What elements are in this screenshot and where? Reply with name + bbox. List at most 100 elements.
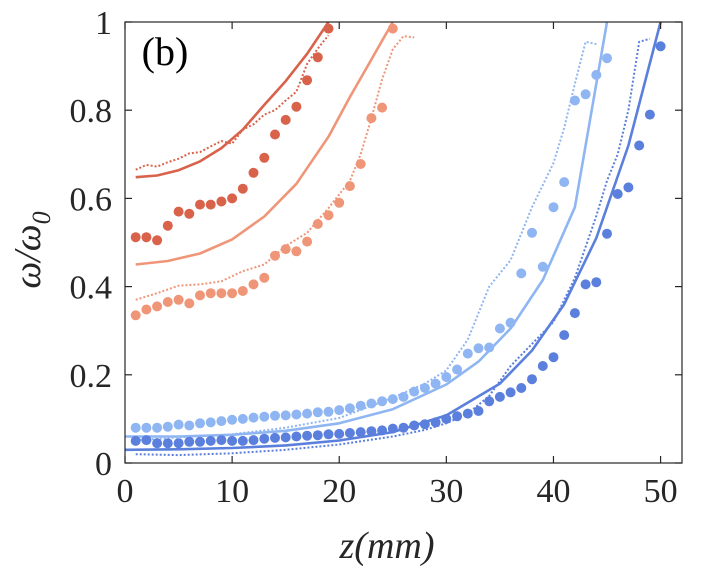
data-point xyxy=(505,317,516,328)
data-point xyxy=(259,272,270,283)
data-point xyxy=(248,279,259,290)
data-point xyxy=(430,378,441,389)
data-point xyxy=(430,417,441,428)
data-point xyxy=(248,412,259,423)
data-point xyxy=(312,430,323,441)
data-point xyxy=(419,383,430,393)
data-point xyxy=(312,407,323,418)
data-point xyxy=(173,294,184,305)
data-point xyxy=(377,425,388,436)
data-point xyxy=(152,301,163,312)
data-point xyxy=(270,432,280,443)
data-point xyxy=(237,435,248,446)
data-point xyxy=(162,421,173,432)
data-point xyxy=(184,436,195,447)
series-red xyxy=(130,21,334,246)
data-point xyxy=(205,435,216,446)
data-point xyxy=(409,386,420,397)
data-point xyxy=(366,426,377,437)
data-point xyxy=(580,89,591,100)
data-point xyxy=(527,227,537,238)
data-point xyxy=(494,391,505,402)
data-point xyxy=(280,244,291,255)
data-point xyxy=(270,250,280,261)
data-point xyxy=(130,310,141,321)
y-tick-label: 0.4 xyxy=(70,270,113,307)
data-point xyxy=(280,432,291,443)
data-point xyxy=(366,398,377,409)
x-axis: 0 10 20 30 40 50 xyxy=(117,22,678,510)
data-point xyxy=(173,206,184,217)
data-point xyxy=(248,435,259,446)
data-point xyxy=(259,433,270,444)
data-point xyxy=(130,435,141,446)
data-point xyxy=(184,298,195,309)
data-point xyxy=(387,23,398,34)
data-point xyxy=(409,420,420,431)
y-tick-label: 0.2 xyxy=(70,358,113,395)
data-point xyxy=(323,406,334,417)
measured-line-salmon xyxy=(135,35,415,301)
data-point xyxy=(152,438,163,449)
data-point xyxy=(644,109,655,120)
data-point xyxy=(334,428,345,439)
data-point xyxy=(130,232,141,243)
data-point xyxy=(205,199,216,210)
y-axis-label-subscript: 0 xyxy=(27,211,56,224)
data-point xyxy=(291,409,302,420)
data-point xyxy=(462,348,473,359)
data-point xyxy=(505,387,516,398)
data-point xyxy=(227,414,238,425)
measured-line-light-blue xyxy=(135,40,597,442)
data-point xyxy=(537,261,548,272)
data-point xyxy=(537,361,548,371)
y-axis: 0 0.2 0.4 0.6 0.8 1 xyxy=(70,5,682,483)
data-point xyxy=(441,413,452,424)
data-point xyxy=(237,286,248,296)
data-point xyxy=(623,182,634,193)
data-point xyxy=(655,41,666,52)
data-point xyxy=(302,75,313,86)
y-axis-label: ω/ω0 xyxy=(7,211,56,288)
data-point xyxy=(602,53,612,64)
data-point xyxy=(270,129,280,140)
panel-label: (b) xyxy=(142,29,189,74)
x-tick-label: 0 xyxy=(117,473,134,510)
data-point xyxy=(259,152,270,163)
data-point xyxy=(366,113,377,124)
data-point xyxy=(387,394,398,405)
x-axis-label: z(mm) xyxy=(339,525,435,567)
data-point xyxy=(516,383,527,393)
data-point xyxy=(484,396,495,407)
data-point xyxy=(195,436,205,447)
data-point xyxy=(141,232,152,243)
data-point xyxy=(216,435,227,446)
data-point xyxy=(387,423,398,434)
model-line-salmon xyxy=(135,21,394,266)
data-point xyxy=(173,438,184,449)
data-point xyxy=(344,403,355,414)
y-tick-label: 0.8 xyxy=(70,93,113,130)
data-point xyxy=(323,23,334,34)
data-point xyxy=(591,69,602,80)
data-point xyxy=(452,364,463,375)
data-point xyxy=(130,422,141,433)
x-tick-label: 50 xyxy=(644,473,678,510)
data-point xyxy=(162,438,173,449)
plot-area xyxy=(124,21,683,464)
data-point xyxy=(355,159,366,169)
data-point xyxy=(184,208,195,219)
data-point xyxy=(559,330,570,341)
data-point xyxy=(195,199,205,210)
measured-line-blue xyxy=(135,37,651,457)
data-point xyxy=(216,196,227,207)
data-point xyxy=(516,268,527,279)
x-tick-label: 10 xyxy=(215,473,249,510)
series-salmon xyxy=(130,21,415,321)
x-tick-label: 20 xyxy=(322,473,356,510)
data-point xyxy=(195,290,205,301)
data-point xyxy=(302,236,313,247)
data-point xyxy=(548,202,559,213)
data-point xyxy=(548,352,559,363)
